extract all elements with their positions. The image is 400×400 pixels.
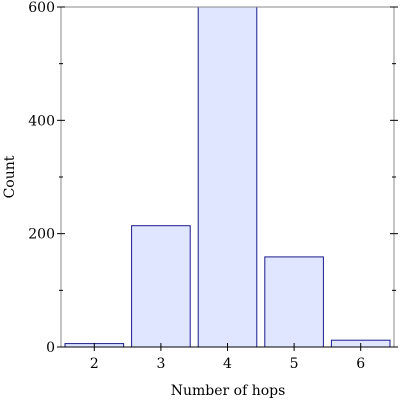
bars-group bbox=[64, 6, 391, 348]
y-tick-label: 600 bbox=[28, 0, 55, 16]
y-tick-label: 200 bbox=[28, 227, 55, 243]
x-axis-ticks: 2 3 4 5 6 bbox=[90, 343, 365, 372]
y-axis-label: Count bbox=[2, 155, 18, 198]
x-tick-label: 3 bbox=[156, 356, 165, 372]
bar-5 bbox=[264, 256, 324, 348]
y-tick-label: 0 bbox=[46, 340, 55, 356]
x-tick-label: 4 bbox=[223, 356, 232, 372]
bar-3 bbox=[131, 225, 191, 348]
y-axis-ticks: 0 200 400 600 bbox=[28, 0, 398, 356]
x-tick-label: 6 bbox=[356, 356, 365, 372]
y-tick-label: 400 bbox=[28, 113, 55, 129]
x-tick-label: 2 bbox=[90, 356, 99, 372]
x-axis-label: Number of hops bbox=[171, 383, 286, 399]
bar-4 bbox=[197, 6, 258, 348]
x-tick-label: 5 bbox=[290, 356, 299, 372]
